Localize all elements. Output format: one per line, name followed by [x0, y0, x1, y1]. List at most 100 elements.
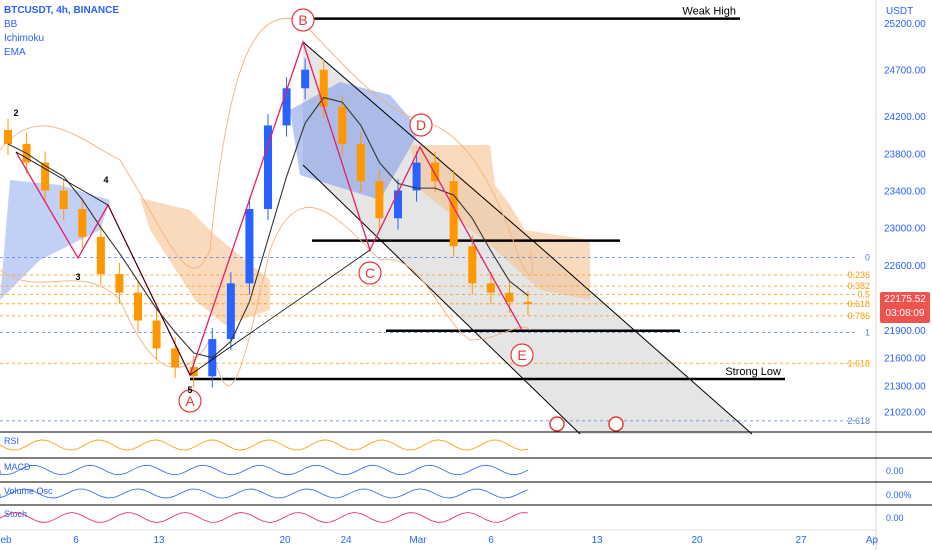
- wave-marker-circle: [178, 389, 202, 413]
- wave-count-label: 2: [13, 108, 18, 118]
- ema-line: [7, 96, 529, 359]
- subpane-series: [0, 488, 529, 499]
- candle-body: [226, 283, 235, 340]
- x-tick-label: 13: [591, 535, 603, 546]
- subpane-series: [0, 464, 529, 476]
- y-tick-label: 24200.00: [884, 112, 926, 123]
- x-tick-label: 6: [488, 535, 494, 546]
- y-tick-label: 21300.00: [884, 382, 926, 393]
- last-price: 22175.52: [884, 294, 926, 305]
- level-label: Strong Low: [725, 366, 781, 378]
- wave-marker-circle: [510, 343, 534, 367]
- event-flag-icon: [549, 416, 565, 432]
- candle-body: [486, 283, 495, 293]
- subpane-title: Volume Osc: [4, 486, 53, 496]
- y-tick-label: 21900.00: [884, 326, 926, 337]
- pattern-wave: [15, 39, 523, 377]
- bollinger-upper: [0, 17, 533, 276]
- fib-label: 1.618: [847, 358, 870, 368]
- candle-body: [4, 130, 12, 144]
- channel-upper: [302, 41, 541, 248]
- y-tick-label: 21020.00: [884, 408, 926, 419]
- candle-body: [431, 162, 440, 182]
- candle-body: [134, 292, 142, 321]
- subpane-series: [0, 439, 529, 451]
- symbol-title: BTCUSDT, 4h, BINANCE: [4, 5, 120, 16]
- y-tick-label: 25200.00: [884, 19, 926, 30]
- indicator-ema[interactable]: EMA: [4, 47, 26, 58]
- x-tick-label: eb: [0, 535, 12, 546]
- pattern-hull: [15, 151, 371, 376]
- wave-marker-label: E: [517, 347, 526, 363]
- y-tick-label: 23000.00: [884, 224, 926, 235]
- bollinger-lower: [0, 206, 531, 387]
- fib-label: 0.382: [847, 281, 870, 291]
- fib-label: 0.618: [847, 299, 870, 309]
- candle-body: [59, 190, 68, 210]
- wave-marker-label: B: [298, 12, 307, 28]
- indicator-bb[interactable]: BB: [4, 19, 18, 30]
- y-tick-label: 21600.00: [884, 354, 926, 365]
- y-tick-label: 23800.00: [884, 149, 926, 160]
- bar-countdown: 03:08:09: [885, 308, 925, 319]
- fib-label: 0.786: [847, 311, 870, 321]
- y-tick-label: 23400.00: [884, 186, 926, 197]
- candle-body: [356, 144, 365, 182]
- subpane-value: 0.00: [886, 466, 904, 476]
- fib-label: 2.618: [847, 416, 870, 426]
- wave-marker-label: C: [365, 265, 375, 281]
- wave-marker-circle: [409, 113, 433, 137]
- chart-legend: BTCUSDT, 4h, BINANCE BB Ichimoku EMA: [4, 4, 119, 60]
- candle-body: [171, 348, 180, 367]
- wave-count-label: 5: [187, 385, 192, 395]
- x-tick-label: 20: [691, 535, 703, 546]
- subpane-value: 0.00%: [886, 490, 912, 500]
- candle-body: [449, 181, 458, 247]
- wave-marker-label: A: [185, 393, 195, 409]
- wave-marker-circle: [358, 261, 382, 285]
- x-tick-label: 27: [795, 535, 807, 546]
- x-tick-label: Mar: [409, 535, 427, 546]
- candle-body: [524, 301, 532, 305]
- level-label: Weak High: [682, 6, 736, 18]
- fib-label: 0.236: [847, 270, 870, 280]
- candle-body: [412, 162, 421, 191]
- candle-body: [41, 162, 50, 191]
- x-tick-label: 6: [73, 535, 79, 546]
- subpane-title: RSI: [4, 436, 19, 446]
- fib-label: 1: [865, 328, 870, 338]
- y-tick-label: 24700.00: [884, 66, 926, 77]
- ichimoku-cloud-bullish: [290, 82, 420, 200]
- candle-body: [96, 236, 105, 275]
- wave-count-label: 4: [103, 175, 108, 185]
- candle-body: [245, 209, 254, 284]
- candle-body: [152, 320, 161, 349]
- y-tick-label: 22600.00: [884, 261, 926, 272]
- event-flag-icon: [608, 416, 624, 432]
- channel-upper-ext: [539, 246, 753, 435]
- candle-body: [115, 274, 124, 293]
- candle-body: [319, 69, 328, 107]
- fib-label: 0: [865, 252, 870, 262]
- indicator-ichimoku[interactable]: Ichimoku: [4, 33, 45, 44]
- subpane-title: MACD: [4, 462, 31, 472]
- candle-body: [468, 246, 477, 284]
- candle-body: [78, 209, 87, 237]
- currency-label: USDT: [886, 6, 913, 17]
- candle-body: [301, 69, 310, 89]
- fib-label: 0.5: [857, 290, 870, 300]
- candle-body: [282, 88, 291, 126]
- channel-lower: [302, 164, 581, 435]
- ichimoku-cloud-bearish: [140, 198, 270, 325]
- x-tick-label: Ap: [866, 535, 879, 546]
- last-price-tag: 22175.52 03:08:09: [880, 292, 930, 323]
- subpane-title: Stoch: [4, 509, 27, 519]
- wave-marker-label: D: [416, 117, 426, 133]
- candle-body: [505, 292, 514, 302]
- wave-marker-circle: [291, 8, 315, 32]
- candle-body: [264, 125, 272, 210]
- x-tick-label: 24: [340, 535, 352, 546]
- candle-body: [189, 366, 198, 377]
- x-tick-label: 20: [279, 535, 291, 546]
